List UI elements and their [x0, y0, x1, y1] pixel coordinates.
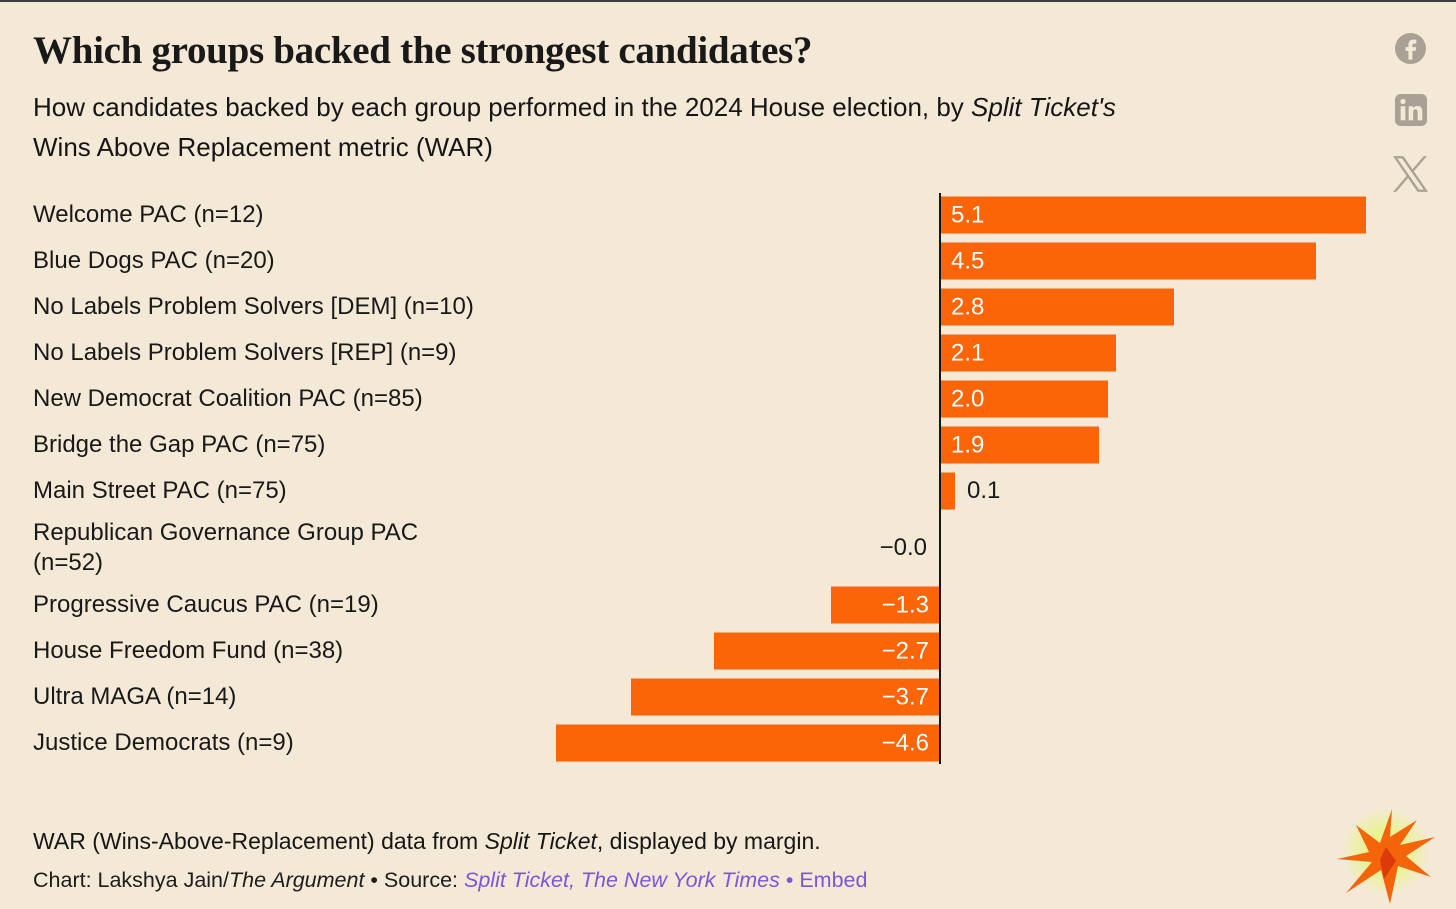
category-label: No Labels Problem Solvers [DEM] (n=10) [33, 293, 474, 321]
chart-row: Ultra MAGA (n=14) −3.7 [33, 674, 1423, 720]
page-title: Which groups backed the strongest candid… [33, 29, 813, 72]
value-label: 5.1 [951, 201, 985, 229]
category-label: Justice Democrats (n=9) [33, 729, 294, 757]
value-label: 0.1 [967, 477, 1001, 505]
chart-row: Main Street PAC (n=75) 0.1 [33, 468, 1423, 514]
chart-row: Welcome PAC (n=12) 5.1 [33, 192, 1423, 238]
subtitle-line2: Wins Above Replacement metric (WAR) [33, 132, 493, 163]
bar: −2.7 [714, 632, 939, 670]
value-label: −4.6 [881, 729, 929, 757]
logo-starburst-accent [1380, 847, 1396, 879]
footnote: WAR (Wins-Above-Replacement) data from S… [33, 828, 821, 854]
social-share-bar [1393, 33, 1428, 192]
bar: −4.6 [556, 724, 939, 762]
bar [941, 472, 955, 510]
embed-link[interactable]: Embed [799, 868, 868, 892]
the-argument-logo[interactable] [1334, 807, 1438, 907]
value-label: 4.5 [951, 247, 985, 275]
value-label: 2.1 [951, 339, 985, 367]
x-icon [1393, 156, 1428, 195]
chart-row: Blue Dogs PAC (n=20) 4.5 [33, 238, 1423, 284]
value-label: −3.7 [881, 683, 929, 711]
source-link[interactable]: Split Ticket, The New York Times [464, 868, 780, 892]
bar: −1.3 [831, 586, 939, 624]
chart-row: Republican Governance Group PAC (n=52) −0… [33, 514, 1423, 582]
value-label: −1.3 [881, 591, 929, 619]
facebook-icon [1395, 33, 1426, 67]
top-border [0, 0, 1456, 2]
chart-row: Progressive Caucus PAC (n=19) −1.3 [33, 582, 1423, 628]
value-label: −0.0 [879, 534, 927, 562]
chart-row: Justice Democrats (n=9) −4.6 [33, 720, 1423, 766]
linkedin-share-button[interactable] [1394, 94, 1427, 129]
bar: 2.8 [941, 288, 1174, 326]
bar: 5.1 [941, 196, 1366, 234]
category-label: Welcome PAC (n=12) [33, 201, 264, 229]
value-label: 2.0 [951, 385, 985, 413]
chart-row: Bridge the Gap PAC (n=75) 1.9 [33, 422, 1423, 468]
category-label: Bridge the Gap PAC (n=75) [33, 431, 326, 459]
category-label: Republican Governance Group PAC (n=52) [33, 519, 419, 577]
linkedin-icon [1394, 94, 1427, 129]
chart-row: No Labels Problem Solvers [DEM] (n=10) 2.… [33, 284, 1423, 330]
bar: −3.7 [631, 678, 939, 716]
value-label: 1.9 [951, 431, 985, 459]
subtitle-italic-part: Split Ticket's [971, 92, 1116, 123]
category-label: House Freedom Fund (n=38) [33, 637, 344, 665]
credit-line: Chart: Lakshya Jain/The Argument • Sourc… [33, 868, 868, 892]
chart-row: No Labels Problem Solvers [REP] (n=9) 2.1 [33, 330, 1423, 376]
category-label: Ultra MAGA (n=14) [33, 683, 237, 711]
bar: 2.0 [941, 380, 1108, 418]
x-share-button[interactable] [1393, 156, 1428, 192]
chart-footer: WAR (Wins-Above-Replacement) data from S… [33, 828, 867, 893]
subtitle-line1: How candidates backed by each group perf… [33, 92, 1116, 123]
zero-axis-line [939, 193, 941, 765]
bar: 1.9 [941, 426, 1099, 464]
bar: 2.1 [941, 334, 1116, 372]
value-label: −2.7 [881, 637, 929, 665]
bar: 4.5 [941, 242, 1316, 280]
category-label: Progressive Caucus PAC (n=19) [33, 591, 379, 619]
value-label: 2.8 [951, 293, 985, 321]
chart-row: New Democrat Coalition PAC (n=85) 2.0 [33, 376, 1423, 422]
category-label: Blue Dogs PAC (n=20) [33, 247, 275, 275]
chart-subtitle: How candidates backed by each group perf… [33, 87, 1378, 167]
category-label: Main Street PAC (n=75) [33, 477, 287, 505]
facebook-share-button[interactable] [1395, 33, 1426, 64]
bar-chart: Welcome PAC (n=12) 5.1 Blue Dogs PAC (n=20… [33, 192, 1423, 766]
chart-row: House Freedom Fund (n=38) −2.7 [33, 628, 1423, 674]
category-label: New Democrat Coalition PAC (n=85) [33, 385, 423, 413]
category-label: No Labels Problem Solvers [REP] (n=9) [33, 339, 457, 367]
